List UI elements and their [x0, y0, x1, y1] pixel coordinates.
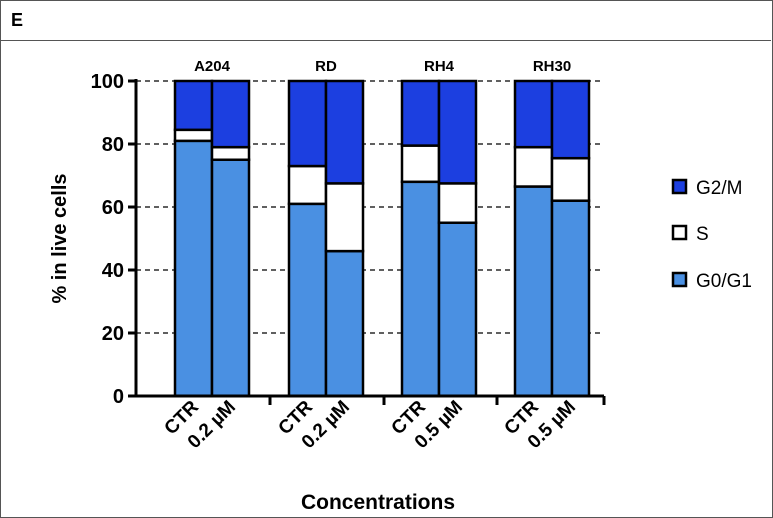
- bar-segment-g0g1: [287, 202, 328, 398]
- bar-segment-s: [324, 182, 365, 253]
- legend-label: G0/G1: [696, 271, 752, 292]
- y-tick-label: 80: [102, 134, 124, 156]
- bar-segment-g2m: [400, 79, 441, 147]
- y-tick-label: 100: [91, 71, 124, 93]
- bar-segment-g2m: [324, 79, 365, 185]
- bar-segment-s: [173, 128, 214, 143]
- y-tick-label: 0: [113, 386, 124, 408]
- bar-segment-g2m: [287, 79, 328, 168]
- legend-swatch: [671, 224, 688, 241]
- bar-segment-g2m: [173, 79, 214, 132]
- bar-segment-s: [550, 156, 591, 202]
- bar-segment-s: [437, 182, 478, 224]
- group-label: A204: [194, 58, 231, 75]
- bar-segment-g0g1: [550, 199, 591, 398]
- y-tick-label: 60: [102, 197, 124, 219]
- bar-segment-s: [287, 164, 328, 206]
- bar-segment-g0g1: [210, 158, 251, 398]
- bar-segment-g2m: [550, 79, 591, 160]
- panel-label: E: [11, 10, 24, 30]
- bar-segment-g0g1: [513, 185, 554, 398]
- bar-segment-s: [513, 145, 554, 188]
- bar-segment-g0g1: [400, 180, 441, 398]
- panel-header: E: [0, 0, 771, 41]
- group-label: RH4: [424, 58, 455, 75]
- y-tick-label: 40: [102, 260, 124, 282]
- legend-swatch: [671, 271, 688, 288]
- x-axis-title: Concentrations: [301, 491, 455, 514]
- bar-segment-g0g1: [437, 221, 478, 398]
- bar-segment-s: [400, 144, 441, 184]
- legend-swatch: [671, 178, 688, 195]
- bar-segment-s: [210, 145, 251, 161]
- y-tick-label: 20: [102, 323, 124, 345]
- bar-segment-g2m: [210, 79, 251, 149]
- bar-segment-g0g1: [173, 139, 214, 398]
- bar-segment-g2m: [437, 79, 478, 185]
- legend-label: S: [696, 224, 709, 245]
- group-label: RD: [315, 58, 337, 75]
- y-axis-title: % in live cells: [49, 173, 71, 303]
- group-label: RH30: [533, 58, 571, 75]
- legend-label: G2/M: [696, 178, 742, 199]
- bar-segment-g0g1: [324, 249, 365, 398]
- bar-segment-g2m: [513, 79, 554, 149]
